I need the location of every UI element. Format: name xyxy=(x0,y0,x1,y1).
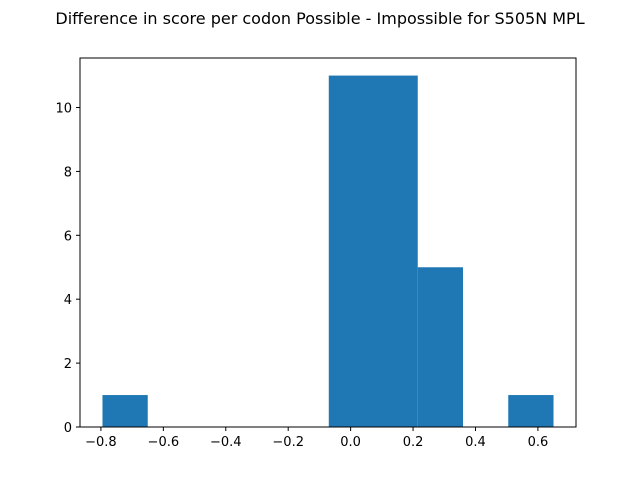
y-tick-label-3: 6 xyxy=(64,229,72,244)
y-tick-label-0: 0 xyxy=(64,421,72,436)
x-tick-label-3: −0.2 xyxy=(272,435,304,450)
bars-group xyxy=(102,75,554,428)
histogram-bar-0 xyxy=(102,395,148,427)
y-tick-label-5: 10 xyxy=(55,102,72,117)
histogram-bar-8 xyxy=(508,395,554,427)
chart-title: Difference in score per codon Possible -… xyxy=(55,9,584,28)
histogram-bar-6 xyxy=(417,267,464,427)
x-axis: −0.8 −0.6 −0.4 −0.2 0.0 0.2 0.4 0.6 xyxy=(85,427,548,450)
plot-frame xyxy=(79,57,577,428)
x-tick-label-2: −0.4 xyxy=(210,435,242,450)
x-tick-label-7: 0.6 xyxy=(528,435,549,450)
x-tick-label-1: −0.6 xyxy=(148,435,180,450)
histogram-bar-5 xyxy=(328,75,418,428)
x-tick-label-4: 0.0 xyxy=(340,435,361,450)
y-tick-label-4: 8 xyxy=(64,165,72,180)
x-tick-label-0: −0.8 xyxy=(85,435,117,450)
y-tick-label-2: 4 xyxy=(64,293,72,308)
y-tick-label-1: 2 xyxy=(64,357,72,372)
x-tick-label-6: 0.4 xyxy=(465,435,486,450)
y-axis: 0 2 4 6 8 10 xyxy=(55,102,80,436)
x-tick-label-5: 0.2 xyxy=(403,435,424,450)
